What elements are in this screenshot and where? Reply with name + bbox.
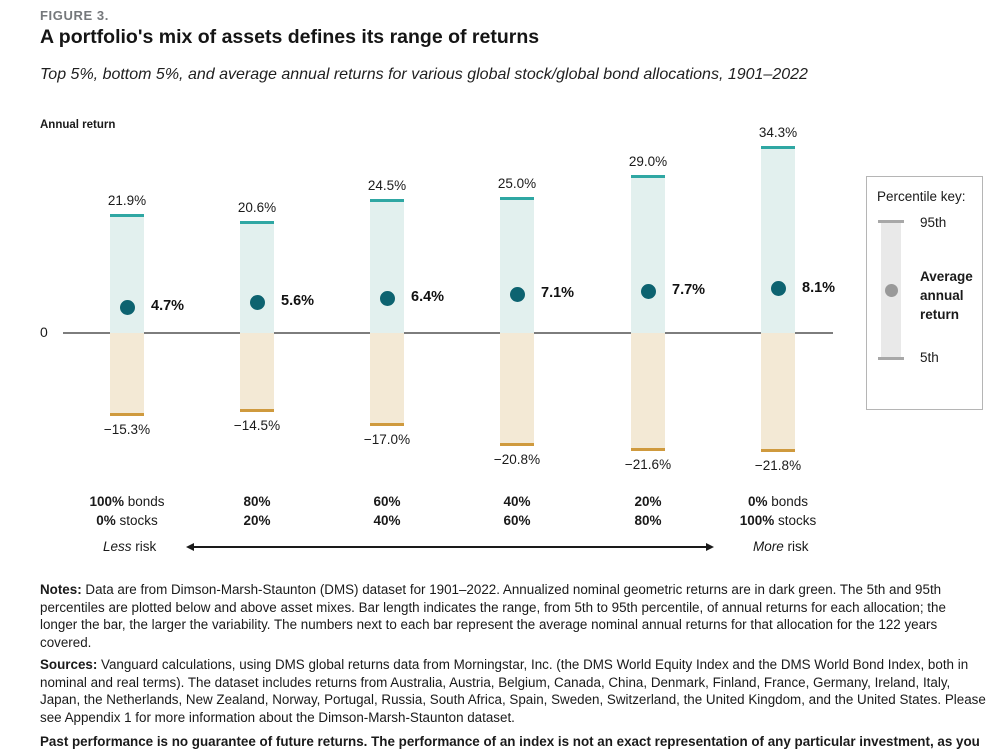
figure-title: A portfolio's mix of assets defines its … bbox=[40, 26, 540, 48]
avg-value-label: 8.1% bbox=[802, 279, 836, 296]
p95-range-bar bbox=[240, 220, 274, 333]
average-return-dot bbox=[509, 286, 525, 302]
legend-95th-cap bbox=[878, 220, 904, 223]
p95-value-label: 25.0% bbox=[497, 175, 537, 191]
more-risk-label: More risk bbox=[753, 539, 809, 554]
more-risk-italic: More bbox=[753, 539, 784, 554]
p5-value-label: −17.0% bbox=[363, 431, 411, 447]
zero-axis-line bbox=[63, 332, 833, 334]
p5-range-bar bbox=[370, 333, 404, 426]
risk-arrow bbox=[190, 546, 710, 548]
risk-arrow-left-head bbox=[186, 542, 194, 551]
p5-value-label: −20.8% bbox=[493, 452, 541, 468]
p95-value-label: 29.0% bbox=[628, 153, 668, 169]
p5-range-bar bbox=[110, 333, 144, 417]
avg-value-label: 6.4% bbox=[411, 289, 445, 306]
notes-label: Notes: bbox=[40, 582, 82, 597]
average-return-dot bbox=[119, 299, 135, 315]
p95-range-bar bbox=[631, 174, 665, 333]
legend-95th-label: 95th bbox=[920, 215, 947, 230]
p95-range-bar bbox=[110, 213, 144, 333]
avg-value-label: 5.6% bbox=[281, 293, 315, 310]
x-axis-category-label: 80% 20% bbox=[243, 494, 271, 528]
p5-value-label: −21.8% bbox=[754, 457, 802, 473]
notes-paragraph: Notes: Data are from Dimson-Marsh-Staunt… bbox=[40, 582, 946, 650]
legend-title: Percentile key: bbox=[877, 189, 966, 204]
less-risk-italic: Less bbox=[103, 539, 132, 554]
average-return-dot bbox=[379, 290, 395, 306]
x-axis-category-label: 20% 80% bbox=[634, 494, 662, 528]
disclaimer: Past performance is no guarantee of futu… bbox=[40, 734, 980, 749]
x-axis-category-label: 60% 40% bbox=[373, 494, 401, 528]
p5-value-label: −21.6% bbox=[624, 456, 672, 472]
average-return-dot bbox=[770, 281, 786, 297]
avg-value-label: 7.1% bbox=[541, 285, 575, 302]
x-axis-category-label: 40% 60% bbox=[503, 494, 531, 528]
p95-range-bar bbox=[500, 196, 534, 333]
legend-5th-cap bbox=[878, 357, 904, 360]
p5-range-bar bbox=[631, 333, 665, 451]
x-axis-category-label: 100% bonds 0% stocks bbox=[89, 494, 165, 528]
sources-paragraph: Sources: Vanguard calculations, using DM… bbox=[40, 657, 986, 725]
sources-label: Sources: bbox=[40, 657, 98, 672]
zero-tick-label: 0 bbox=[40, 324, 48, 340]
p95-value-label: 20.6% bbox=[237, 199, 277, 215]
avg-value-label: 4.7% bbox=[151, 298, 185, 315]
figure-subtitle: Top 5%, bottom 5%, and average annual re… bbox=[40, 66, 808, 83]
p95-value-label: 34.3% bbox=[758, 125, 798, 141]
p5-range-bar bbox=[761, 333, 795, 452]
figure-label: FIGURE 3. bbox=[40, 8, 109, 23]
legend-average-dot-icon bbox=[885, 284, 898, 297]
average-return-dot bbox=[249, 294, 265, 310]
y-axis-label: Annual return bbox=[40, 119, 116, 131]
p5-value-label: −15.3% bbox=[103, 422, 151, 438]
legend-5th-label: 5th bbox=[920, 350, 939, 365]
legend-average-label: Average annual return bbox=[920, 269, 973, 322]
avg-value-label: 7.7% bbox=[672, 282, 706, 299]
average-return-dot bbox=[640, 283, 656, 299]
p95-value-label: 21.9% bbox=[107, 192, 147, 208]
p95-value-label: 24.5% bbox=[367, 178, 407, 194]
risk-arrow-right-head bbox=[706, 542, 714, 551]
p95-range-bar bbox=[761, 146, 795, 333]
footnotes: Notes: Data are from Dimson-Marsh-Staunt… bbox=[40, 581, 986, 750]
p5-range-bar bbox=[500, 333, 534, 447]
percentile-key-legend: Percentile key: 95th Average annual retu… bbox=[866, 176, 983, 410]
p5-value-label: −14.5% bbox=[233, 418, 281, 434]
p95-range-bar bbox=[370, 199, 404, 333]
x-axis-category-label: 0% bonds 100% stocks bbox=[739, 494, 817, 528]
p5-range-bar bbox=[240, 333, 274, 413]
less-risk-label: Less risk bbox=[103, 539, 157, 554]
